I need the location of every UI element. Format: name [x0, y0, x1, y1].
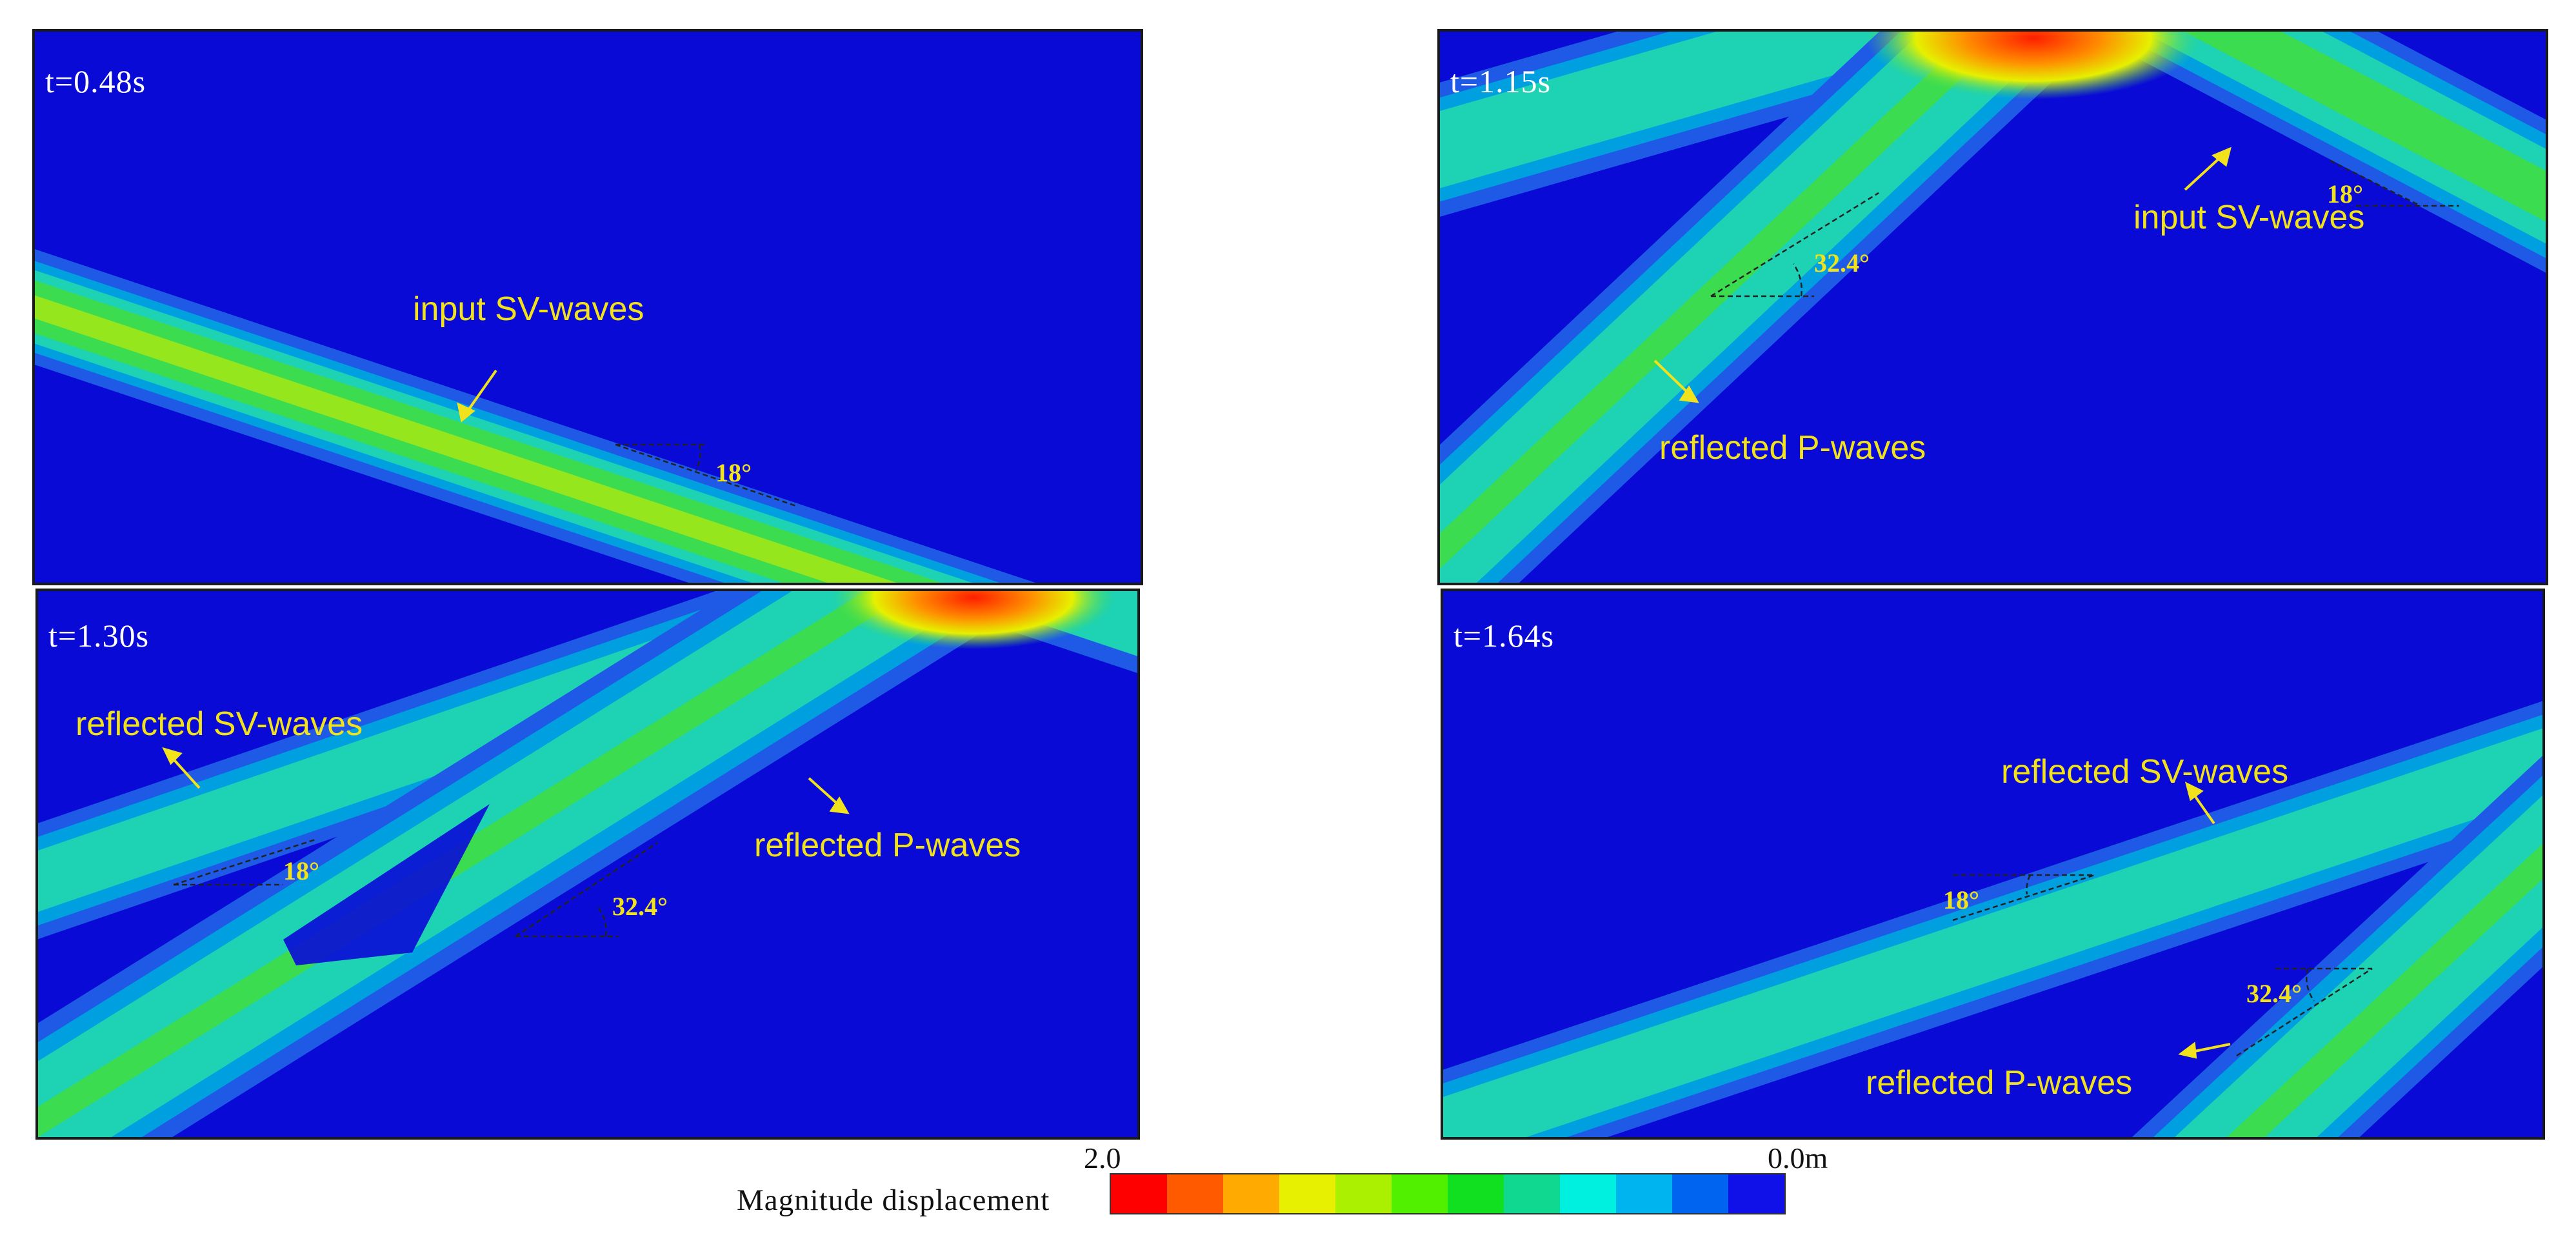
- time-label: t=1.64s: [1453, 618, 1555, 654]
- time-label: t=0.48s: [45, 63, 146, 99]
- colorbar-max-label: 2.0: [1084, 1142, 1121, 1174]
- colorbar-swatch: [1111, 1174, 1167, 1213]
- wave-field-3: [38, 591, 1137, 1137]
- colorbar-swatch: [1672, 1174, 1728, 1213]
- colorbar-min-label: 0.0m: [1768, 1142, 1828, 1174]
- angle-label-18: 18°: [283, 856, 319, 885]
- angle-label-32: 32.4°: [2246, 979, 2302, 1008]
- wave-label-reflected-sv: reflected SV-waves: [2001, 753, 2289, 791]
- colorbar-swatch: [1335, 1174, 1392, 1213]
- wave-field-4: [1443, 591, 2542, 1137]
- panel-t115: t=1.15s input SV-waves 18° reflected P-w…: [1437, 29, 2548, 585]
- colorbar-title: Magnitude displacement: [737, 1184, 1050, 1217]
- colorbar-swatch: [1392, 1174, 1448, 1213]
- angle-label-18: 18°: [715, 458, 752, 487]
- angle-label-18: 18°: [2327, 179, 2363, 208]
- colorbar-swatch: [1279, 1174, 1335, 1213]
- time-label: t=1.15s: [1450, 63, 1552, 99]
- colorbar-swatch: [1728, 1174, 1784, 1213]
- wave-label-input-sv: input SV-waves: [2133, 199, 2365, 236]
- colorbar-swatch: [1616, 1174, 1672, 1213]
- panel-t130: t=1.30s reflected SV-waves 18° reflected…: [35, 589, 1140, 1140]
- wave-field-1: [35, 32, 1141, 583]
- wave-label-reflected-p: reflected P-waves: [754, 827, 1021, 864]
- angle-label-18: 18°: [1943, 885, 1979, 914]
- wave-label-reflected-p: reflected P-waves: [1866, 1064, 2133, 1102]
- panel-t048: t=0.48s input SV-waves 18°: [32, 29, 1143, 585]
- colorbar-swatch: [1504, 1174, 1560, 1213]
- wave-label-reflected-sv: reflected SV-waves: [75, 705, 363, 743]
- colorbar: Magnitude displacement 2.0 0.0m: [710, 1057, 1828, 1225]
- colorbar-swatch: [1223, 1174, 1279, 1213]
- colorbar-swatches: [1110, 1173, 1786, 1214]
- time-label: t=1.30s: [48, 618, 150, 654]
- angle-label-32: 32.4°: [1814, 248, 1870, 277]
- wave-field-2: [1440, 32, 2546, 583]
- colorbar-swatch: [1560, 1174, 1616, 1213]
- panel-t164: t=1.64s reflected SV-waves 18° reflected…: [1441, 589, 2545, 1140]
- colorbar-swatch: [1167, 1174, 1223, 1213]
- angle-label-32: 32.4°: [612, 892, 668, 921]
- wave-label-input-sv: input SV-waves: [413, 290, 644, 328]
- colorbar-swatch: [1448, 1174, 1504, 1213]
- wave-label-reflected-p: reflected P-waves: [1659, 429, 1926, 467]
